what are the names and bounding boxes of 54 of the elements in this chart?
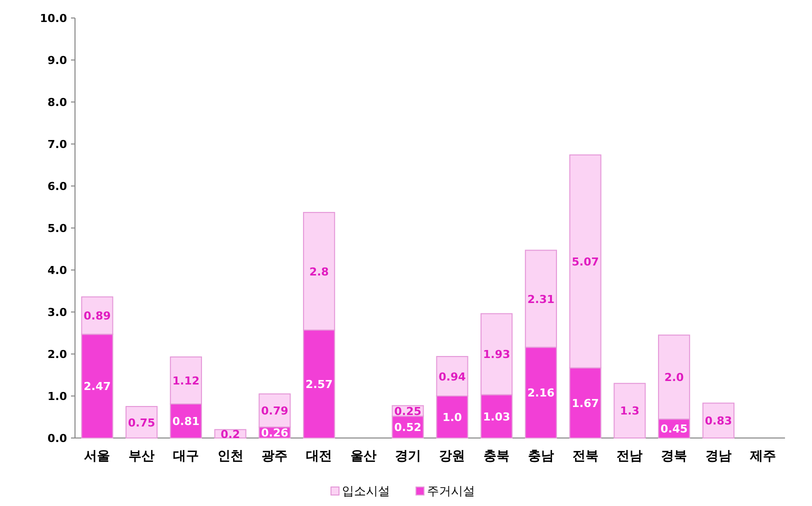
data-label: 0.83: [704, 414, 732, 428]
data-label: 2.57: [305, 378, 333, 392]
y-tick-label: 3.0: [48, 306, 68, 319]
y-tick-label: 0.0: [48, 432, 68, 445]
data-label: 0.89: [84, 310, 111, 323]
data-label: 0.52: [394, 421, 422, 434]
data-label: 0.79: [261, 404, 288, 418]
x-tick-label: 경기: [394, 449, 421, 464]
x-tick-label: 제주: [748, 449, 776, 464]
data-label: 1.93: [482, 348, 510, 362]
x-tick-label: 광주: [262, 449, 288, 464]
y-tick-label: 5.0: [48, 222, 68, 235]
y-tick-label: 7.0: [48, 138, 68, 151]
data-label: 2.8: [309, 265, 329, 278]
data-label: 2.16: [527, 386, 555, 400]
x-tick-label: 대전: [306, 449, 332, 464]
x-tick-label: 울산: [350, 449, 376, 464]
x-tick-label: 강원: [439, 449, 466, 464]
legend-label: 주거시설: [427, 484, 475, 498]
y-tick-label: 10.0: [40, 12, 68, 25]
x-tick-label: 전남: [616, 449, 643, 464]
x-tick-label: 충북: [484, 449, 510, 464]
y-tick-label: 4.0: [48, 264, 68, 277]
y-tick-label: 8.0: [48, 96, 68, 109]
y-tick-label: 2.0: [48, 348, 68, 361]
y-tick-label: 1.0: [48, 390, 68, 403]
x-tick-label: 부산: [128, 449, 155, 464]
y-tick-label: 6.0: [48, 180, 68, 193]
x-tick-label: 경남: [705, 449, 732, 464]
x-tick-label: 충남: [528, 449, 554, 464]
data-label: 2.47: [84, 380, 111, 394]
data-label: 2.0: [664, 371, 684, 384]
x-tick-label: 경북: [661, 449, 688, 464]
data-label: 0.81: [172, 414, 200, 428]
data-label: 0.25: [394, 404, 422, 418]
data-label: 0.45: [660, 422, 688, 436]
data-label: 1.0: [442, 411, 462, 424]
x-tick-label: 전북: [572, 449, 598, 464]
y-tick-label: 9.0: [48, 54, 68, 67]
x-tick-label: 인천: [217, 449, 244, 464]
data-label: 0.94: [438, 370, 466, 384]
x-tick-label: 대구: [172, 449, 199, 464]
data-label: 0.26: [261, 426, 289, 440]
data-label: 1.3: [620, 404, 640, 418]
data-label: 5.07: [572, 255, 599, 268]
data-label: 1.03: [482, 410, 510, 424]
bar: [614, 382, 646, 438]
data-label: 1.67: [572, 396, 599, 410]
legend-label: 입소시설: [342, 484, 390, 498]
data-label: 0.75: [128, 416, 156, 430]
data-label: 0.2: [220, 428, 240, 441]
x-tick-label: 서울: [84, 449, 110, 464]
data-label: 1.12: [172, 374, 200, 388]
data-label: 2.31: [527, 292, 555, 306]
